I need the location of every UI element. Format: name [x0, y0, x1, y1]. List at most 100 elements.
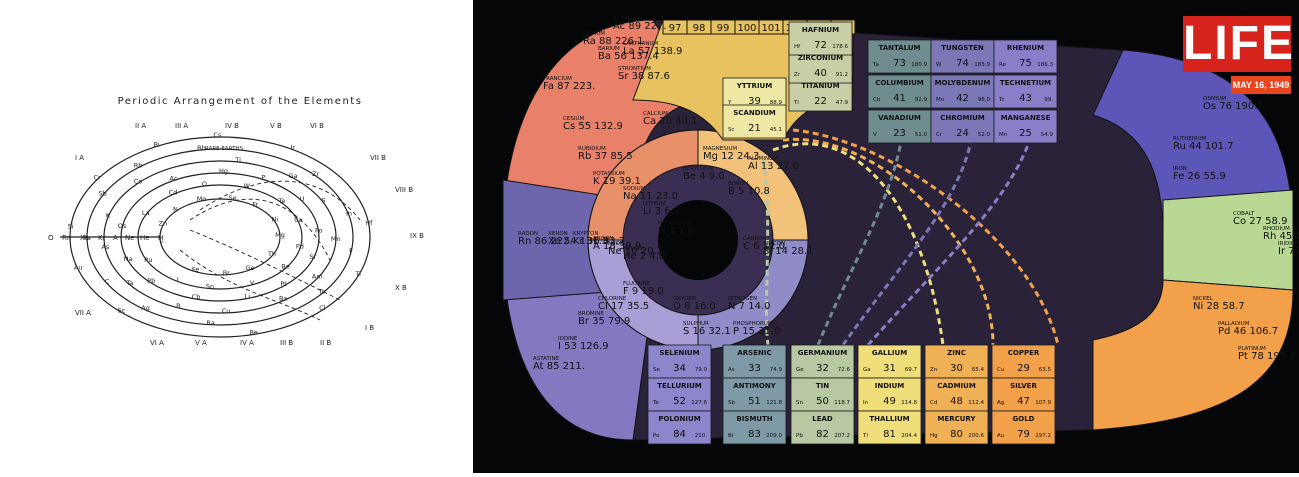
svg-text:Ne: Ne — [125, 234, 135, 242]
diagram-element-label: Cb — [192, 293, 201, 301]
ring-element-name: PALLADIUM — [1218, 321, 1250, 327]
element-weight: 186.3 — [1037, 62, 1053, 68]
diagram-element-label: Bi — [153, 140, 159, 148]
element-cell-te: TELLURIUM Te 52 127.6 — [647, 377, 712, 412]
element-symbol: In — [863, 400, 869, 406]
diagram-element-label: Na — [124, 255, 133, 263]
element-weight: 45.1 — [770, 127, 782, 133]
element-symbol: Mn — [999, 132, 1008, 138]
ring-element-name: RHODIUM — [1263, 226, 1290, 232]
element-cells: TANTALUM Ta 73 180.9 COLUMBIUM Cb 41 92.9 VANADI… — [647, 21, 1058, 445]
element-name: VANADIUM — [878, 114, 921, 122]
diagram-element-label: U — [300, 195, 305, 203]
element-cell-hf: HAFNIUM Hf 72 178.6 — [788, 21, 853, 56]
element-number: 75 — [1019, 58, 1032, 69]
diagram-element-label: Ac — [170, 175, 178, 183]
diagram-element-label: Ti — [234, 156, 241, 164]
ring-element-name: FLUORINE — [623, 281, 651, 287]
ring-element-name: HYDROGEN — [658, 221, 690, 227]
element-name: GALLIUM — [872, 349, 907, 357]
diagram-element-label: Ca — [294, 216, 303, 224]
ring-element-number: Cl 17 35.5 — [598, 301, 649, 312]
element-number: 42 — [956, 93, 969, 104]
element-name: MERCURY — [937, 415, 976, 423]
ring-element-name: BERYLLIUM — [683, 166, 714, 172]
diagram-element-label: P — [261, 174, 265, 182]
ring-element-number: Na 11 23.0 — [623, 191, 678, 202]
element-weight: 72.6 — [838, 367, 851, 373]
nickel-sector — [1092, 279, 1294, 431]
element-name: COLUMBIUM — [875, 79, 924, 87]
element-name: GERMANIUM — [798, 349, 847, 357]
element-symbol: Cr — [936, 132, 943, 138]
element-symbol: Ge — [796, 367, 804, 373]
element-symbol: V — [873, 132, 877, 138]
element-cell-cd: CADMIUM Cd 48 112.4 — [924, 377, 989, 412]
ring-element-name: OXYGEN — [673, 296, 696, 302]
element-symbol: Hg — [930, 433, 938, 439]
diagram-element-label: F — [349, 246, 353, 254]
ring-element-name: RUTHENIUM — [1173, 136, 1207, 142]
element-number: 41 — [893, 93, 906, 104]
ring-element-number: H 1 1.0 — [658, 226, 694, 237]
ring-element-number: Co 27 58.9 — [1233, 216, 1287, 227]
element-name: COPPER — [1008, 349, 1040, 357]
element-cell-po: POLONIUM Po 84 210. — [647, 410, 712, 445]
rare-earth-number: 100 — [737, 23, 756, 34]
element-cell-hg: MERCURY Hg 80 200.6 — [924, 410, 989, 445]
element-cell-au: GOLD Au 79 197.2 — [991, 410, 1056, 445]
element-name: TITANIUM — [801, 82, 839, 90]
ring-element-number: Ac 89 227. — [613, 21, 667, 32]
element-number: 81 — [883, 429, 896, 440]
ring-element-number: At 85 211. — [533, 361, 585, 372]
diagram-element-label: Si — [68, 222, 74, 230]
element-symbol: Zn — [930, 367, 938, 373]
element-cell-in: INDIUM In 49 114.8 — [857, 377, 922, 412]
ring-element-name: RUBIDIUM — [578, 146, 606, 152]
ring-element-name: LITHIUM — [643, 201, 666, 207]
element-cell-v: VANADIUM V 23 51.0 — [867, 109, 932, 144]
ring-element-name: SULPHUR — [683, 321, 709, 327]
element-name: TECHNETIUM — [1000, 79, 1051, 87]
element-symbol: Sb — [728, 400, 735, 406]
periodic-loop-diagram: Periodic Arrangement of the Elements II … — [48, 96, 424, 347]
element-symbol: W — [936, 62, 942, 68]
diagram-element-label: Se — [228, 194, 236, 202]
element-symbol: Se — [653, 367, 660, 373]
element-name: LEAD — [812, 415, 833, 423]
line-diagram-panel: Periodic Arrangement of the Elements II … — [0, 0, 473, 473]
ring-element-number: K 19 39.1 — [593, 176, 641, 187]
element-number: 24 — [956, 128, 969, 139]
svg-text:O: O — [48, 234, 54, 242]
svg-text:III A: III A — [175, 122, 188, 130]
element-symbol: Re — [999, 62, 1007, 68]
diagram-element-label: N — [173, 206, 178, 214]
element-symbol: Sn — [796, 400, 803, 406]
rare-earth-number: 101 — [761, 23, 780, 34]
ring-element-number: Sr 38 87.6 — [618, 71, 670, 82]
element-cell-ga: GALLIUM Ga 31 69.7 — [857, 344, 922, 379]
element-number: 52 — [673, 396, 686, 407]
ring-element-number: Cs 55 132.9 — [563, 121, 623, 132]
element-name: ARSENIC — [737, 349, 771, 357]
diagram-element-label: Tl — [354, 270, 361, 278]
ring-element-name: BROMINE — [578, 311, 604, 317]
diagram-element-label: Ir — [290, 144, 295, 152]
ring-element-number: N 7 14.0 — [728, 301, 770, 312]
diagram-element-label: Ga — [288, 172, 297, 180]
diagram-element-label: Ag — [141, 304, 150, 312]
